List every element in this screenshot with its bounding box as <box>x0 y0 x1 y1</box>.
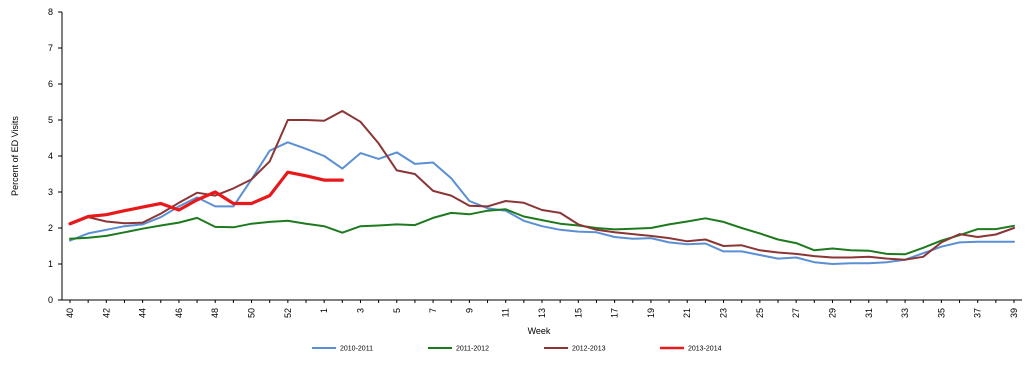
x-tick-label: 39 <box>1009 308 1019 318</box>
y-tick-label: 1 <box>48 259 53 269</box>
chart-series <box>68 110 1015 265</box>
legend-label: 2012-2013 <box>572 346 606 353</box>
chart-legend: 2010-2011 2011-2012 2012-2013 2013-2014 <box>312 346 722 353</box>
x-tick-label: 15 <box>573 308 583 318</box>
y-tick-label: 4 <box>48 151 53 161</box>
legend-label: 2011-2012 <box>456 346 489 353</box>
x-tick-label: 29 <box>827 308 837 318</box>
series-line-2011-2012 <box>69 208 1015 256</box>
x-axis-label: Week <box>528 326 551 336</box>
y-tick-label: 3 <box>48 187 53 197</box>
x-tick-label: 21 <box>682 308 692 318</box>
y-axis-label: Percent of ED Visits <box>10 116 20 196</box>
y-tick-label: 7 <box>48 43 53 53</box>
x-tick-label: 17 <box>610 308 620 318</box>
x-tick-label: 42 <box>101 308 111 318</box>
x-tick-label: 3 <box>355 308 365 313</box>
x-tick-label: 40 <box>65 308 75 318</box>
x-tick-label: 46 <box>174 308 184 318</box>
x-tick-label: 33 <box>900 308 910 318</box>
x-tick-label: 9 <box>464 308 474 313</box>
x-tick-label: 1 <box>319 308 329 313</box>
x-tick-label: 13 <box>537 308 547 318</box>
x-tick-label: 19 <box>646 308 656 318</box>
x-tick-label: 25 <box>755 308 765 318</box>
y-tick-label: 2 <box>48 223 53 233</box>
x-tick-label: 37 <box>973 308 983 318</box>
x-tick-label: 27 <box>791 308 801 318</box>
y-tick-label: 5 <box>48 115 53 125</box>
x-tick-label: 35 <box>936 308 946 318</box>
x-tick-label: 31 <box>864 308 874 318</box>
series-line-2012-2013 <box>69 110 1015 261</box>
x-tick-label: 23 <box>719 308 729 318</box>
x-tick-label: 11 <box>501 308 511 317</box>
x-tick-label: 50 <box>247 308 257 318</box>
y-tick-label: 8 <box>48 7 53 17</box>
y-tick-label: 0 <box>48 295 53 305</box>
x-tick-label: 7 <box>428 308 438 313</box>
series-line-2013-2014 <box>68 170 344 226</box>
legend-label: 2013-2014 <box>688 346 722 353</box>
x-tick-label: 44 <box>138 308 148 318</box>
legend-label: 2010-2011 <box>340 346 373 353</box>
y-tick-label: 6 <box>48 79 53 89</box>
x-tick-label: 48 <box>210 308 220 318</box>
x-tick-label: 52 <box>283 308 293 318</box>
x-tick-label: 5 <box>392 308 402 313</box>
series-line-2010-2011 <box>69 141 1015 265</box>
